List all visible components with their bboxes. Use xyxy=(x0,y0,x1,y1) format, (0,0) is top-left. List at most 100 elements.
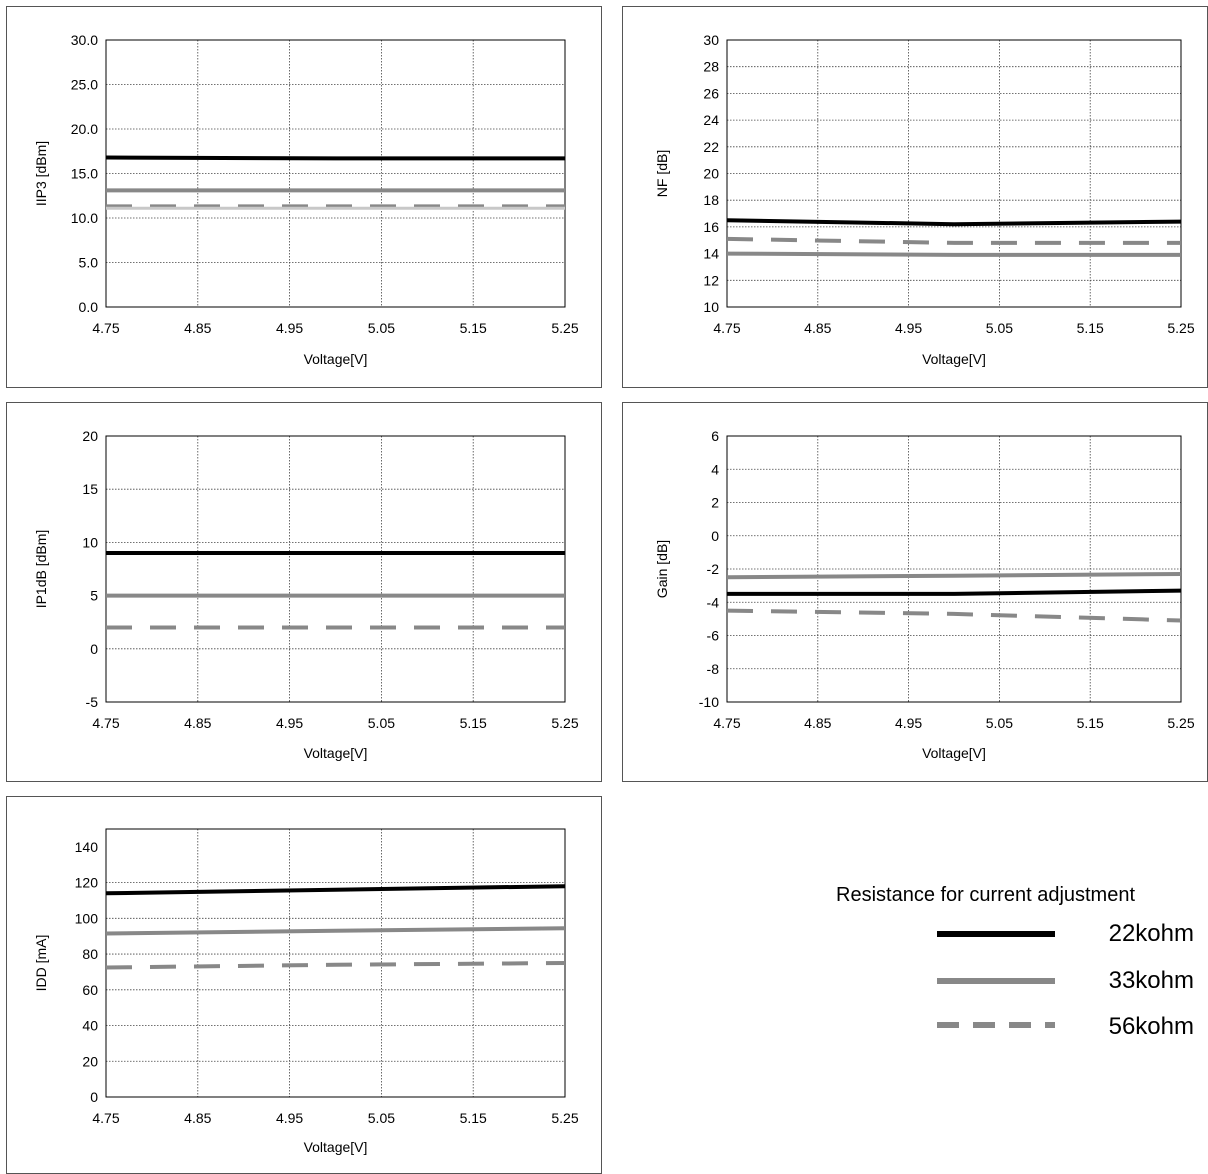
series-line-33kohm xyxy=(726,251,1181,257)
x-axis-label: Voltage[V] xyxy=(304,745,368,761)
y-tick-label: 2 xyxy=(711,495,719,511)
legend-label-56kohm: 56kohm xyxy=(1108,1013,1194,1040)
y-tick-label: 0.0 xyxy=(79,299,99,315)
x-tick-label: 5.25 xyxy=(551,1110,578,1126)
y-tick-label: -2 xyxy=(707,561,720,577)
x-tick-label: 4.75 xyxy=(92,715,119,731)
x-tick-label: 5.05 xyxy=(368,715,395,731)
legend-title: Resistance for current adjustment xyxy=(836,884,1136,906)
y-tick-label: 14 xyxy=(703,246,719,262)
series-line-56kohm xyxy=(726,608,1182,623)
plot-area xyxy=(727,436,1181,702)
x-tick-label: 4.85 xyxy=(804,320,831,336)
y-tick-label: 60 xyxy=(82,982,98,998)
x-tick-label: 4.95 xyxy=(276,1110,303,1126)
chart-nf: 10 12 14 16 18 20 22 24 26 28 30 4.75 4.85 4.95 5.05 5.… xyxy=(654,32,1195,367)
chart-gain: -10 -8 -6 -4 -2 0 2 4 6 4.75 4.85 4.95 5.05 5.15 5.25 V… xyxy=(654,428,1195,761)
y-tick-label: 15 xyxy=(82,481,98,497)
y-tick-label: 28 xyxy=(703,59,719,75)
y-tick-label: 5.0 xyxy=(79,255,99,271)
chart-panel-idd: 0 20 40 60 80 100 120 140 4.75 4.85 4.95 5.05 5.15 5.… xyxy=(6,796,602,1174)
x-tick-label: 4.85 xyxy=(804,715,831,731)
series-line-56kohm xyxy=(726,236,1181,245)
x-tick-label: 4.85 xyxy=(184,715,211,731)
y-axis-label: IDD [mA] xyxy=(33,935,49,992)
y-tick-label: -8 xyxy=(707,661,720,677)
x-tick-label: 5.25 xyxy=(1167,320,1194,336)
legend-item-22kohm: 22kohm xyxy=(830,920,1200,960)
legend: Resistance for current adjustment 22kohm… xyxy=(830,876,1200,1056)
plot-frame xyxy=(105,39,566,308)
y-tick-label: -5 xyxy=(86,694,99,710)
y-tick-label: 4 xyxy=(711,461,719,477)
y-tick-label: 100 xyxy=(75,910,99,926)
y-tick-label: 25.0 xyxy=(71,77,98,93)
series-line-22kohm xyxy=(105,155,565,161)
series-line-33kohm xyxy=(726,572,1182,580)
x-tick-label: 4.75 xyxy=(713,320,740,336)
legend-swatch-33kohm xyxy=(937,978,1055,984)
x-tick-label: 4.95 xyxy=(895,715,922,731)
chart-panel-gain: -10 -8 -6 -4 -2 0 2 4 6 4.75 4.85 4.95 5.05 5.15 5.25 V… xyxy=(622,402,1208,782)
x-tick-label: 5.25 xyxy=(551,320,578,336)
y-tick-label: 10 xyxy=(82,534,98,550)
legend-swatch-56kohm xyxy=(937,1022,1055,1028)
y-tick-label: 24 xyxy=(703,112,719,128)
x-tick-label: 5.25 xyxy=(1167,715,1194,731)
x-tick-label: 4.95 xyxy=(895,320,922,336)
x-tick-label: 5.25 xyxy=(551,715,578,731)
x-axis-label: Voltage[V] xyxy=(304,351,368,367)
x-axis-label: Voltage[V] xyxy=(922,351,986,367)
x-tick-label: 4.85 xyxy=(184,320,211,336)
x-tick-label: 5.05 xyxy=(368,320,395,336)
x-tick-label: 4.75 xyxy=(92,320,119,336)
y-tick-label: 15.0 xyxy=(71,166,98,182)
chart-ip1db: -5 0 5 10 15 20 4.75 4.85 4.95 5.05 5.15 5.25 Voltag… xyxy=(33,428,579,761)
series-line-22kohm xyxy=(726,218,1182,227)
series-line-22kohm xyxy=(727,588,1182,596)
legend-swatch-22kohm xyxy=(937,931,1055,937)
y-tick-label: 0 xyxy=(711,528,719,544)
y-tick-label: 10.0 xyxy=(71,210,98,226)
chart-panel-iip3: 0.0 5.0 10.0 15.0 20.0 25.0 30.0 4.75 4.85 4.95 5.… xyxy=(6,6,602,388)
x-axis-label: Voltage[V] xyxy=(922,745,986,761)
plot-frame xyxy=(105,435,566,703)
x-tick-label: 5.15 xyxy=(460,1110,487,1126)
y-tick-label: -10 xyxy=(699,694,719,710)
y-tick-label: 0 xyxy=(90,1089,98,1105)
legend-label-33kohm: 33kohm xyxy=(1108,967,1194,994)
x-tick-label: 5.05 xyxy=(368,1110,395,1126)
y-tick-label: 20 xyxy=(82,1053,98,1069)
y-tick-label: 20 xyxy=(82,428,98,444)
x-tick-label: 4.75 xyxy=(92,1110,119,1126)
y-tick-label: 18 xyxy=(703,192,719,208)
y-tick-label: 16 xyxy=(703,219,719,235)
chart-panel-ip1db: -5 0 5 10 15 20 4.75 4.85 4.95 5.05 5.15 5.25 Voltag… xyxy=(6,402,602,782)
y-tick-label: 30 xyxy=(703,32,719,48)
y-tick-label: 10 xyxy=(703,299,719,315)
y-axis-label: IP1dB [dBm] xyxy=(33,530,49,609)
y-tick-label: 5 xyxy=(90,588,98,604)
y-tick-label: 22 xyxy=(703,139,719,155)
y-tick-label: -6 xyxy=(707,628,720,644)
legend-item-33kohm: 33kohm xyxy=(830,967,1200,1007)
x-axis-label: Voltage[V] xyxy=(304,1139,368,1155)
x-tick-label: 4.95 xyxy=(276,320,303,336)
y-tick-label: 140 xyxy=(75,839,99,855)
series-line-33kohm xyxy=(105,926,566,936)
y-axis-label: Gain [dB] xyxy=(654,540,670,598)
y-axis-label: NF [dB] xyxy=(654,150,670,197)
y-tick-label: 20 xyxy=(703,166,719,182)
y-tick-label: 0 xyxy=(90,641,98,657)
x-tick-label: 5.15 xyxy=(460,715,487,731)
plot-area xyxy=(106,436,565,702)
x-tick-label: 5.15 xyxy=(1077,715,1104,731)
y-tick-label: 80 xyxy=(82,946,98,962)
x-tick-label: 5.15 xyxy=(460,320,487,336)
legend-item-56kohm: 56kohm xyxy=(830,1013,1200,1053)
x-tick-label: 4.85 xyxy=(184,1110,211,1126)
y-tick-label: -4 xyxy=(707,594,720,610)
y-tick-label: 30.0 xyxy=(71,32,98,48)
series-line-56kohm xyxy=(105,961,566,970)
chart-panel-nf: 10 12 14 16 18 20 22 24 26 28 30 4.75 4.85 4.95 5.05 5.… xyxy=(622,6,1208,388)
